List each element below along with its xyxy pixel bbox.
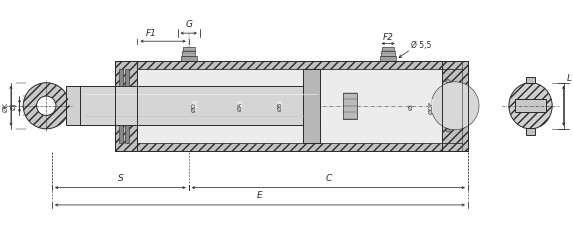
Text: Ø 5,5: Ø 5,5 — [411, 41, 431, 50]
Text: ØA: ØA — [237, 102, 242, 111]
Bar — [125, 126, 129, 143]
Text: ØK: ØK — [2, 101, 8, 111]
Text: E: E — [257, 190, 263, 199]
Bar — [442, 61, 468, 151]
Ellipse shape — [446, 80, 450, 83]
Text: S: S — [117, 173, 123, 182]
Text: L: L — [567, 73, 571, 82]
Bar — [138, 143, 462, 151]
Bar — [80, 87, 320, 126]
Bar — [382, 48, 394, 52]
Bar — [303, 70, 320, 143]
Bar — [66, 87, 115, 126]
Text: ØD: ØD — [192, 101, 197, 111]
Text: C: C — [325, 173, 331, 182]
Text: G: G — [185, 20, 192, 29]
Ellipse shape — [446, 130, 450, 132]
Ellipse shape — [37, 97, 56, 116]
Bar — [183, 48, 195, 52]
Bar — [119, 70, 123, 87]
Bar — [525, 77, 535, 84]
Bar — [138, 61, 462, 70]
Text: ØJ: ØJ — [409, 103, 414, 110]
Bar — [381, 52, 395, 56]
Text: F2: F2 — [383, 33, 394, 42]
Ellipse shape — [23, 83, 69, 129]
Bar — [343, 94, 357, 119]
Bar — [380, 56, 396, 61]
Bar — [515, 100, 545, 113]
Bar — [180, 56, 197, 61]
Bar — [182, 52, 195, 56]
Text: ØDF: ØDF — [429, 100, 433, 113]
Text: ØB: ØB — [277, 102, 282, 111]
Text: F1: F1 — [146, 29, 157, 38]
Bar — [138, 70, 462, 143]
Bar — [525, 129, 535, 135]
Bar — [115, 61, 138, 151]
Bar — [125, 70, 129, 87]
Ellipse shape — [431, 82, 479, 130]
Bar — [119, 126, 123, 143]
Text: ØJ: ØJ — [11, 103, 17, 110]
Ellipse shape — [509, 83, 552, 129]
